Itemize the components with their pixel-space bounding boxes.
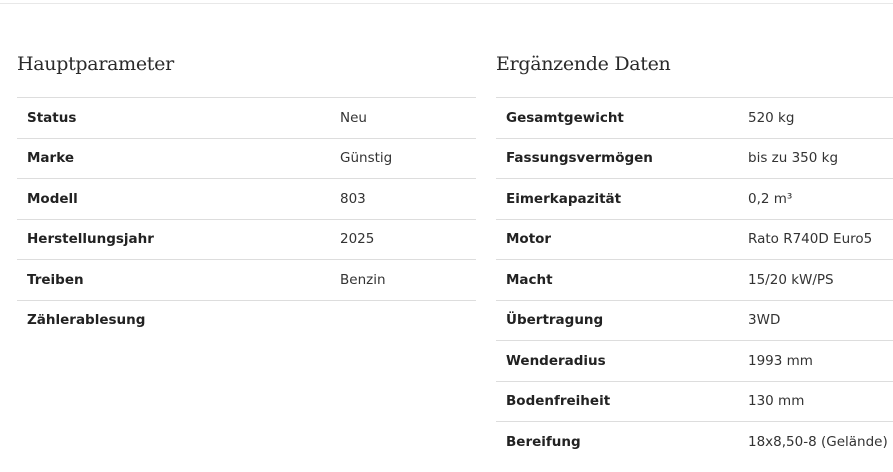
- table-row: Gesamtgewicht 520 kg: [496, 97, 893, 139]
- table-row: Wenderadius 1993 mm: [496, 340, 893, 382]
- table-row: Bereifung 18x8,50-8 (Gelände): [496, 422, 893, 462]
- row-value: Benzin: [330, 259, 476, 301]
- row-label: Gesamtgewicht: [496, 97, 738, 139]
- row-label: Bodenfreiheit: [496, 381, 738, 422]
- row-value: 15/20 kW/PS: [738, 259, 893, 301]
- table-row: Eimerkapazität 0,2 m³: [496, 178, 893, 220]
- row-label: Herstellungsjahr: [17, 219, 330, 260]
- section-title: Hauptparameter: [17, 53, 174, 75]
- row-label: Macht: [496, 259, 738, 301]
- row-value: 130 mm: [738, 381, 893, 422]
- row-value: 0,2 m³: [738, 178, 893, 220]
- table-row: Marke Günstig: [17, 138, 476, 179]
- main-parameters-table: Status Neu Marke Günstig Modell 803 Herstellun…: [17, 97, 476, 340]
- row-label: Fassungsvermögen: [496, 138, 738, 179]
- row-value: 520 kg: [738, 97, 893, 139]
- row-value: Günstig: [330, 138, 476, 179]
- table-row: Übertragung 3WD: [496, 300, 893, 341]
- table-row: Motor Rato R740D Euro5: [496, 219, 893, 260]
- row-label: Motor: [496, 219, 738, 260]
- row-value: Neu: [330, 97, 476, 139]
- row-label: Marke: [17, 138, 330, 179]
- row-value: 803: [330, 178, 476, 220]
- table-row: Fassungsvermögen bis zu 350 kg: [496, 138, 893, 179]
- table-row: Bodenfreiheit 130 mm: [496, 381, 893, 422]
- row-value: [330, 300, 476, 340]
- row-value: Rato R740D Euro5: [738, 219, 893, 260]
- row-value: 1993 mm: [738, 340, 893, 382]
- table-row: Macht 15/20 kW/PS: [496, 259, 893, 301]
- top-divider: [0, 3, 893, 4]
- row-label: Wenderadius: [496, 340, 738, 382]
- row-label: Eimerkapazität: [496, 178, 738, 220]
- row-value: 3WD: [738, 300, 893, 341]
- row-label: Bereifung: [506, 433, 581, 450]
- row-value: 2025: [330, 219, 476, 260]
- row-label: Treiben: [17, 259, 330, 301]
- row-label: Übertragung: [496, 300, 738, 341]
- additional-data-table: Gesamtgewicht 520 kg Fassungsvermögen bis z…: [496, 97, 893, 462]
- table-row: Herstellungsjahr 2025: [17, 219, 476, 260]
- row-value: bis zu 350 kg: [738, 138, 893, 179]
- table-row: Modell 803: [17, 178, 476, 220]
- row-label: Zählerablesung: [27, 312, 146, 329]
- table-row: Status Neu: [17, 97, 476, 139]
- section-title: Ergänzende Daten: [496, 53, 671, 75]
- row-value: 18x8,50-8 (Gelände): [748, 433, 888, 450]
- table-row: Zählerablesung: [17, 300, 476, 340]
- table-row: Treiben Benzin: [17, 259, 476, 301]
- row-label: Modell: [17, 178, 330, 220]
- row-label: Status: [17, 97, 330, 139]
